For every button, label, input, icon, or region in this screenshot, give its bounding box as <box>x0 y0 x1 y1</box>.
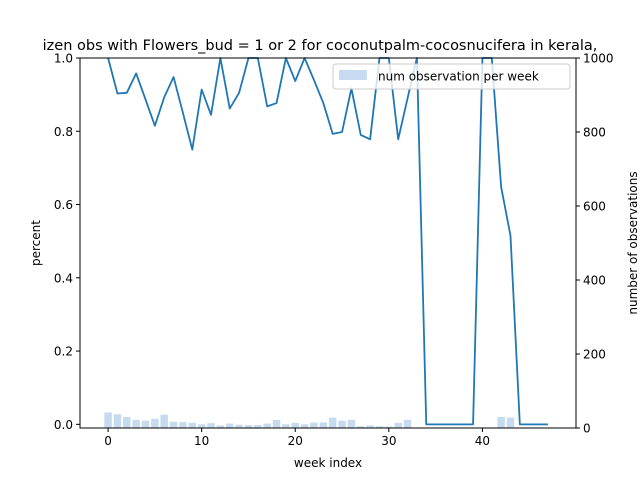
bar <box>197 424 206 428</box>
percent-line <box>107 57 548 426</box>
bar <box>104 412 112 428</box>
x-tick-label: 10 <box>194 434 209 448</box>
x-tick-label: 0 <box>104 434 112 448</box>
y-tick-label: 0.4 <box>54 271 73 285</box>
x-axis-label: week index <box>294 456 362 470</box>
bar <box>300 424 309 428</box>
bar <box>254 425 262 428</box>
bar <box>244 425 253 428</box>
bar <box>319 422 328 428</box>
bar-series <box>104 412 515 428</box>
bar <box>357 426 365 428</box>
bar <box>235 424 243 428</box>
y-right-tick-label: 800 <box>583 126 606 140</box>
bar <box>263 423 271 428</box>
chart-title: izen obs with Flowers_bud = 1 or 2 for c… <box>43 38 598 54</box>
bar <box>188 422 197 428</box>
bar <box>207 423 215 428</box>
y-right-tick-label: 600 <box>583 200 606 214</box>
bar <box>132 419 140 428</box>
bar <box>272 419 281 428</box>
legend: num observation per week <box>332 63 571 90</box>
y-axis-left: 0.0 0.2 0.4 0.6 0.8 1.0 <box>54 52 80 432</box>
y-right-tick-label: 1000 <box>583 52 614 66</box>
plot-frame <box>79 57 577 429</box>
bar <box>375 426 384 428</box>
bar <box>141 420 150 428</box>
bar <box>291 422 299 428</box>
legend-label: num observation per week <box>378 70 539 84</box>
bar <box>506 417 515 428</box>
y-right-tick-label: 200 <box>583 348 606 362</box>
bar <box>394 422 402 428</box>
bar <box>113 414 122 428</box>
y-tick-label: 0.2 <box>54 345 73 359</box>
x-tick-label: 30 <box>381 434 396 448</box>
y-tick-label: 0.8 <box>54 125 73 139</box>
bar <box>123 416 131 428</box>
bar <box>497 416 505 428</box>
y-axis-right-label: number of observations <box>626 171 640 314</box>
y-right-tick-label: 0 <box>583 422 591 436</box>
bar <box>310 422 318 428</box>
bar <box>282 424 290 428</box>
bar <box>169 421 178 428</box>
x-tick-label: 20 <box>288 434 303 448</box>
line-series <box>107 57 548 426</box>
y-right-tick-label: 400 <box>583 274 606 288</box>
y-axis-label: percent <box>29 220 43 266</box>
x-axis: 0 10 20 30 40 <box>104 428 490 448</box>
bar <box>179 422 187 428</box>
bar <box>160 414 168 428</box>
bar <box>347 419 356 428</box>
bar <box>225 423 234 428</box>
bar <box>216 425 225 428</box>
x-tick-label: 40 <box>475 434 490 448</box>
bar <box>328 417 337 428</box>
bar <box>338 420 346 428</box>
bar <box>403 419 412 428</box>
legend-frame <box>332 63 571 90</box>
bar <box>385 426 393 428</box>
y-axis-right: 0 200 400 600 800 1000 <box>576 52 614 436</box>
y-tick-label: 1.0 <box>54 52 73 66</box>
y-tick-label: 0.0 <box>54 418 73 432</box>
y-tick-label: 0.6 <box>54 198 73 212</box>
bar <box>366 425 374 428</box>
legend-swatch <box>339 70 367 80</box>
bar <box>151 418 159 428</box>
